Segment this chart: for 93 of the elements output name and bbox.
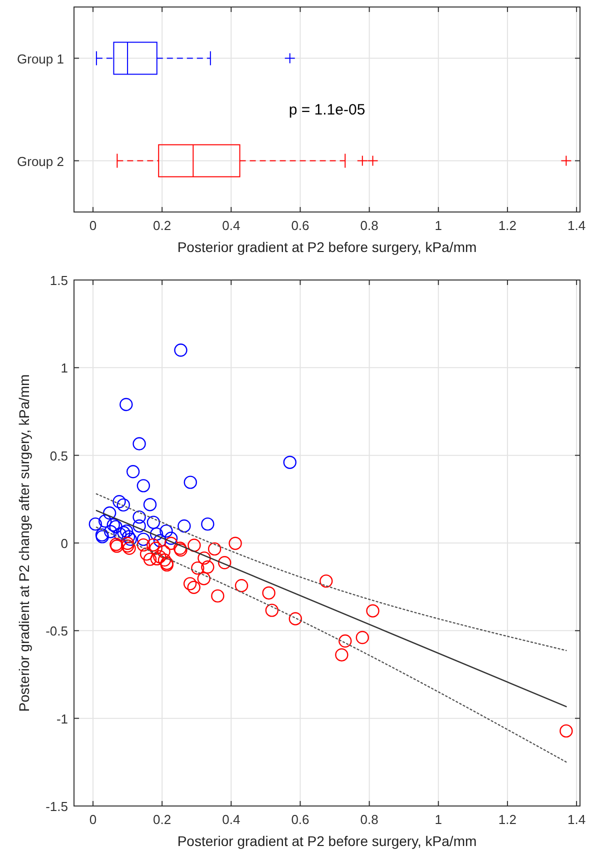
- point: [122, 542, 136, 555]
- x-tick-label: 0.2: [153, 218, 172, 233]
- point: [218, 556, 232, 570]
- x-tick-label: 1.4: [568, 218, 586, 233]
- y-tick-label: 0: [60, 536, 68, 551]
- point: [157, 545, 170, 558]
- point: [136, 479, 150, 492]
- point: [338, 634, 352, 648]
- point: [132, 519, 146, 533]
- annotation: p = 1.1e-05: [288, 102, 366, 118]
- x-axis-title: Posterior gradient at P2 before surgery, kPa/mm: [177, 239, 477, 255]
- point: [187, 580, 200, 594]
- y-tick-label: Group 1: [17, 51, 64, 66]
- point: [153, 534, 167, 548]
- point: [356, 630, 370, 644]
- point: [132, 437, 146, 450]
- x-tick-label: 0.2: [153, 812, 172, 827]
- point: [198, 551, 211, 565]
- point: [164, 536, 178, 550]
- point: [146, 516, 160, 529]
- point: [143, 498, 157, 512]
- x-axis-title: Posterior gradient at P2 before surgery, kPa/mm: [177, 833, 477, 849]
- point: [160, 524, 173, 538]
- point: [112, 495, 126, 508]
- point: [109, 520, 122, 534]
- point: [158, 553, 172, 567]
- point: [191, 561, 204, 575]
- y-axis-title: Posterior gradient at P2 change after surgery, kPa/mm: [16, 374, 32, 712]
- point: [120, 524, 134, 538]
- point: [98, 514, 112, 528]
- x-tick-label: 1.2: [498, 812, 517, 827]
- point: [262, 586, 276, 600]
- point: [184, 476, 197, 489]
- point: [116, 498, 130, 512]
- point: [201, 517, 214, 531]
- point: [146, 538, 160, 552]
- x-tick-label: 1.4: [568, 812, 586, 827]
- point: [126, 465, 140, 478]
- point: [211, 589, 224, 603]
- point: [140, 547, 154, 561]
- y-tick-label: Group 2: [17, 154, 64, 169]
- point: [102, 506, 116, 520]
- point: [197, 572, 210, 586]
- point: [120, 398, 133, 412]
- point: [174, 344, 188, 357]
- point: [283, 456, 296, 469]
- point: [183, 577, 197, 590]
- y-tick-label: 0.5: [50, 448, 68, 464]
- point: [150, 527, 164, 541]
- point: [117, 526, 130, 540]
- x-tick-label: 0.4: [222, 812, 240, 827]
- point: [201, 560, 214, 574]
- point: [132, 510, 146, 524]
- point: [234, 579, 248, 592]
- point: [560, 724, 573, 738]
- point: [104, 525, 118, 538]
- point: [122, 530, 136, 544]
- point: [288, 612, 302, 626]
- x-tick-label: 0.4: [222, 218, 240, 233]
- point: [178, 519, 191, 533]
- point: [153, 550, 166, 564]
- point: [335, 648, 348, 662]
- y-tick-label: -0.5: [46, 624, 68, 639]
- x-tick-label: 0: [89, 812, 97, 827]
- x-tick-label: 0.8: [360, 218, 378, 233]
- point: [136, 532, 150, 546]
- point: [265, 604, 279, 617]
- point: [143, 552, 157, 566]
- point: [366, 604, 380, 618]
- point: [164, 532, 178, 545]
- point: [136, 538, 150, 552]
- point: [149, 542, 162, 555]
- point: [228, 536, 242, 550]
- y-tick-label: -1.5: [46, 799, 68, 814]
- y-tick-label: -1: [56, 711, 68, 726]
- x-tick-label: 0.6: [291, 812, 310, 827]
- point: [120, 539, 134, 553]
- x-tick-label: 0.8: [360, 812, 378, 827]
- point: [88, 517, 102, 531]
- point: [208, 542, 222, 556]
- x-tick-label: 0: [89, 218, 97, 233]
- point: [124, 532, 137, 546]
- x-tick-label: 1: [434, 218, 442, 233]
- point: [188, 538, 201, 552]
- x-tick-label: 0.6: [291, 218, 310, 233]
- y-tick-label: 1.5: [50, 273, 68, 288]
- y-tick-label: 1: [60, 360, 68, 376]
- point: [120, 536, 134, 550]
- point: [320, 574, 333, 588]
- x-tick-label: 1.2: [498, 218, 517, 233]
- x-tick-label: 1: [434, 812, 442, 827]
- point: [106, 518, 120, 532]
- point: [150, 552, 164, 566]
